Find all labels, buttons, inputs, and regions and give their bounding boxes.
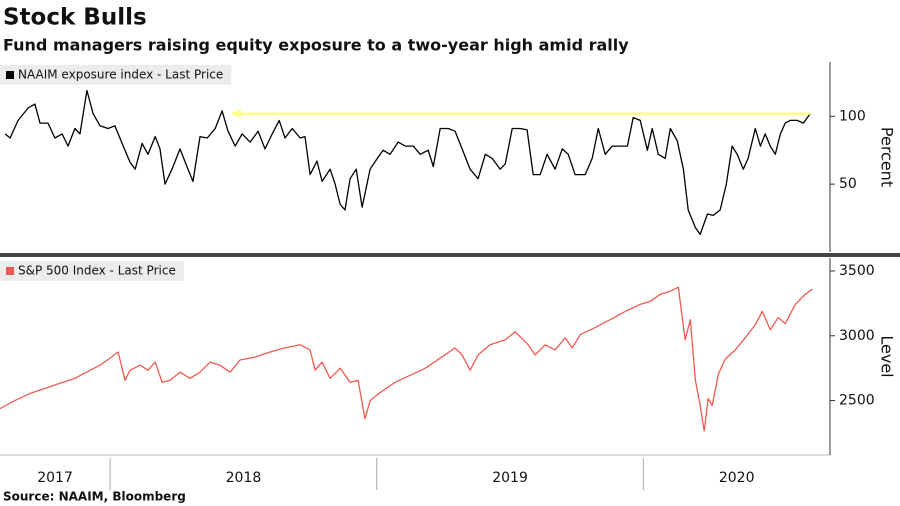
- data-line: [0, 286, 813, 432]
- y-axis-title: Percent: [878, 127, 897, 187]
- plot-area: [0, 286, 813, 432]
- y-tick-label: 50: [839, 176, 857, 192]
- x-tick-label: 2017: [37, 470, 73, 486]
- source-note: Source: NAAIM, Bloomberg: [3, 490, 186, 504]
- arrow-head: [231, 108, 241, 119]
- legend-label: S&P 500 Index - Last Price: [18, 264, 176, 278]
- data-line: [4, 89, 811, 236]
- x-tick-label: 2018: [226, 470, 262, 486]
- chart-title: Stock Bulls: [3, 5, 147, 31]
- legend-swatch: [6, 267, 14, 275]
- chart-subtitle: Fund managers raising equity exposure to…: [3, 36, 629, 55]
- y-tick-label: 3000: [839, 328, 875, 344]
- panel-separator: [0, 253, 900, 257]
- legend-box: [0, 65, 232, 85]
- y-tick-label: 100: [839, 108, 866, 124]
- y-tick-label: 3500: [839, 263, 875, 279]
- legend-label: NAAIM exposure index - Last Price: [18, 68, 223, 82]
- y-axis-title: Level: [878, 335, 897, 377]
- x-tick-label: 2020: [719, 470, 755, 486]
- legend-box: [0, 261, 184, 281]
- legend-swatch: [6, 71, 14, 79]
- plot-area: [4, 89, 811, 236]
- y-tick-label: 2500: [839, 393, 875, 409]
- x-tick-label: 2019: [492, 470, 528, 486]
